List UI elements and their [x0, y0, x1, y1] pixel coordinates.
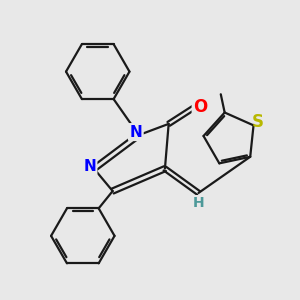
Text: H: H: [193, 196, 204, 210]
Text: O: O: [193, 98, 208, 116]
Text: N: N: [129, 124, 142, 140]
Text: S: S: [252, 113, 264, 131]
Text: N: N: [83, 159, 96, 174]
